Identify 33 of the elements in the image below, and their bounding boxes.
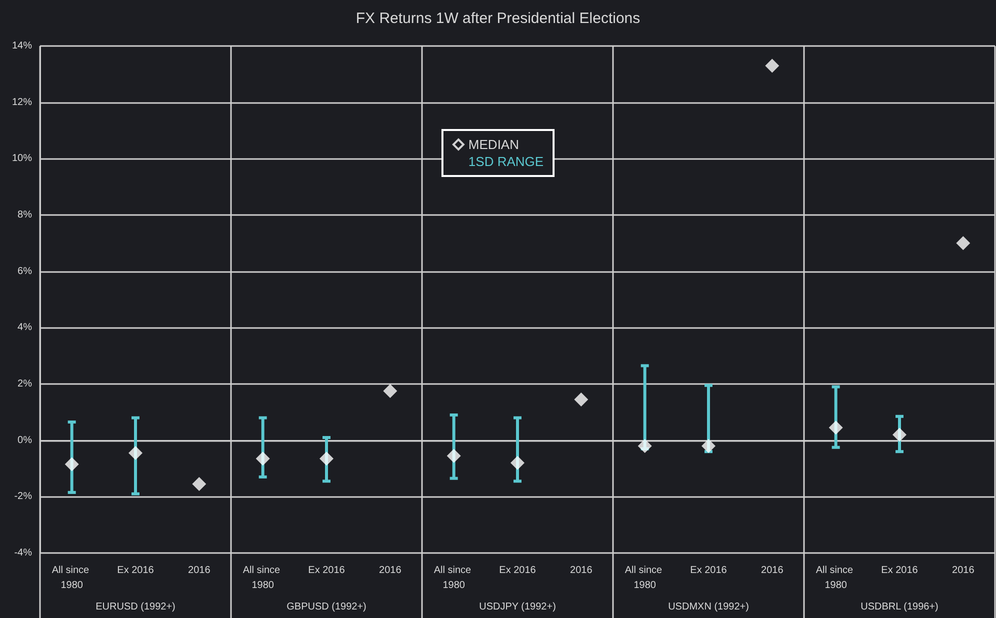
- y-tick-label: -4%: [14, 548, 32, 558]
- y-tick-label: 8%: [18, 210, 32, 220]
- y-tick-label: 4%: [18, 322, 32, 334]
- chart-title: FX Returns 1W after Presidential Elections: [356, 10, 640, 27]
- x-tick-label: 2016: [188, 565, 211, 576]
- y-tick-label: 0%: [18, 434, 32, 446]
- x-tick-label: All since 1980: [816, 565, 856, 591]
- x-tick-label: Ex 2016: [690, 565, 728, 576]
- x-tick-label: 2016: [570, 565, 593, 576]
- text: EURUSD (1992+): [96, 602, 176, 612]
- x-tick-label: Ex 2016: [117, 565, 154, 576]
- text: GBPUSD (1992+): [286, 602, 366, 612]
- legend-label: 1SD RANGE: [468, 154, 544, 169]
- y-tick-label: 14%: [12, 40, 32, 52]
- x-tick-label: All since 1980: [434, 565, 474, 591]
- y-tick-label: 6%: [18, 266, 32, 277]
- x-tick-label: 2016: [761, 565, 784, 576]
- y-tick-label: 2%: [18, 378, 32, 390]
- x-tick-label: All since 1980: [242, 565, 283, 591]
- text: USDJPY (1992+): [479, 602, 556, 612]
- x-tick-label: All since 1980: [624, 565, 665, 591]
- text: USDBRL (1996+): [860, 602, 938, 612]
- y-tick-label: 10%: [12, 153, 32, 164]
- y-tick-label: 12%: [12, 96, 32, 108]
- x-tick-label: All since 1980: [52, 565, 92, 591]
- text: USDMXN (1992+): [668, 602, 749, 612]
- x-tick-label: Ex 2016: [499, 565, 536, 576]
- y-tick-label: -2%: [14, 491, 32, 502]
- x-tick-label: 2016: [952, 565, 975, 576]
- legend-label: MEDIAN: [468, 137, 519, 152]
- x-tick-label: 2016: [379, 565, 402, 576]
- x-tick-label: Ex 2016: [881, 565, 918, 576]
- x-tick-label: Ex 2016: [308, 565, 346, 576]
